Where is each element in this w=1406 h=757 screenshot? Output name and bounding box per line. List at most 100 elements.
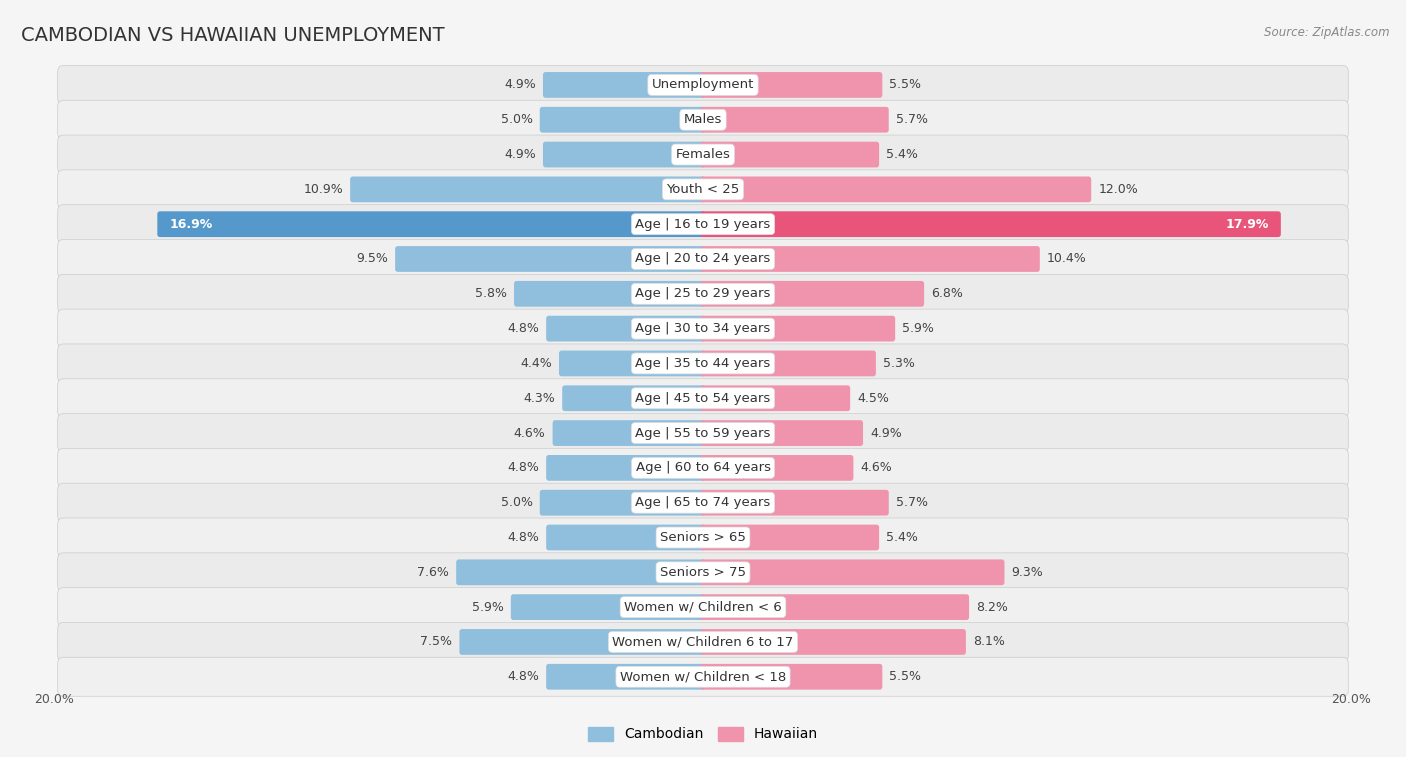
FancyBboxPatch shape — [58, 135, 1348, 174]
FancyBboxPatch shape — [546, 525, 706, 550]
Text: 5.9%: 5.9% — [472, 600, 503, 614]
FancyBboxPatch shape — [540, 490, 706, 516]
FancyBboxPatch shape — [700, 455, 853, 481]
FancyBboxPatch shape — [157, 211, 706, 237]
FancyBboxPatch shape — [700, 72, 883, 98]
Text: Males: Males — [683, 114, 723, 126]
Text: Age | 60 to 64 years: Age | 60 to 64 years — [636, 461, 770, 475]
FancyBboxPatch shape — [546, 316, 706, 341]
FancyBboxPatch shape — [700, 211, 1281, 237]
Text: 4.8%: 4.8% — [508, 670, 538, 684]
Text: Women w/ Children < 6: Women w/ Children < 6 — [624, 600, 782, 614]
Text: Age | 35 to 44 years: Age | 35 to 44 years — [636, 357, 770, 370]
Text: Age | 65 to 74 years: Age | 65 to 74 years — [636, 496, 770, 509]
Text: 4.8%: 4.8% — [508, 322, 538, 335]
Text: Youth < 25: Youth < 25 — [666, 183, 740, 196]
FancyBboxPatch shape — [58, 553, 1348, 592]
Text: Seniors > 65: Seniors > 65 — [659, 531, 747, 544]
Text: 20.0%: 20.0% — [1331, 693, 1371, 706]
FancyBboxPatch shape — [700, 420, 863, 446]
FancyBboxPatch shape — [700, 176, 1091, 202]
Text: 5.4%: 5.4% — [886, 531, 918, 544]
FancyBboxPatch shape — [350, 176, 706, 202]
FancyBboxPatch shape — [58, 518, 1348, 557]
Legend: Cambodian, Hawaiian: Cambodian, Hawaiian — [582, 721, 824, 747]
Text: Seniors > 75: Seniors > 75 — [659, 565, 747, 579]
FancyBboxPatch shape — [560, 350, 706, 376]
FancyBboxPatch shape — [58, 657, 1348, 696]
FancyBboxPatch shape — [58, 65, 1348, 104]
Text: Source: ZipAtlas.com: Source: ZipAtlas.com — [1264, 26, 1389, 39]
Text: CAMBODIAN VS HAWAIIAN UNEMPLOYMENT: CAMBODIAN VS HAWAIIAN UNEMPLOYMENT — [21, 26, 444, 45]
FancyBboxPatch shape — [546, 664, 706, 690]
Text: 16.9%: 16.9% — [170, 218, 212, 231]
Text: Age | 25 to 29 years: Age | 25 to 29 years — [636, 288, 770, 301]
Text: 10.9%: 10.9% — [304, 183, 343, 196]
FancyBboxPatch shape — [515, 281, 706, 307]
Text: 8.2%: 8.2% — [976, 600, 1008, 614]
Text: Women w/ Children < 18: Women w/ Children < 18 — [620, 670, 786, 684]
FancyBboxPatch shape — [546, 455, 706, 481]
FancyBboxPatch shape — [700, 559, 1004, 585]
FancyBboxPatch shape — [456, 559, 706, 585]
Text: 10.4%: 10.4% — [1047, 253, 1087, 266]
Text: 5.0%: 5.0% — [501, 114, 533, 126]
FancyBboxPatch shape — [58, 274, 1348, 313]
FancyBboxPatch shape — [540, 107, 706, 132]
Text: 5.4%: 5.4% — [886, 148, 918, 161]
Text: 8.1%: 8.1% — [973, 635, 1005, 649]
FancyBboxPatch shape — [700, 281, 924, 307]
FancyBboxPatch shape — [700, 142, 879, 167]
Text: 4.6%: 4.6% — [513, 426, 546, 440]
Text: 4.6%: 4.6% — [860, 461, 893, 475]
Text: 17.9%: 17.9% — [1225, 218, 1268, 231]
Text: 5.5%: 5.5% — [890, 79, 921, 92]
Text: 4.8%: 4.8% — [508, 461, 538, 475]
Text: Age | 16 to 19 years: Age | 16 to 19 years — [636, 218, 770, 231]
Text: 12.0%: 12.0% — [1098, 183, 1137, 196]
FancyBboxPatch shape — [58, 413, 1348, 453]
Text: 4.9%: 4.9% — [870, 426, 901, 440]
Text: Unemployment: Unemployment — [652, 79, 754, 92]
FancyBboxPatch shape — [543, 142, 706, 167]
Text: 20.0%: 20.0% — [35, 693, 75, 706]
Text: Women w/ Children 6 to 17: Women w/ Children 6 to 17 — [613, 635, 793, 649]
FancyBboxPatch shape — [58, 239, 1348, 279]
Text: 4.3%: 4.3% — [523, 392, 555, 405]
Text: 9.3%: 9.3% — [1011, 565, 1043, 579]
Text: 6.8%: 6.8% — [931, 288, 963, 301]
FancyBboxPatch shape — [460, 629, 706, 655]
Text: 4.4%: 4.4% — [520, 357, 553, 370]
FancyBboxPatch shape — [58, 483, 1348, 522]
FancyBboxPatch shape — [700, 316, 896, 341]
Text: 5.9%: 5.9% — [903, 322, 934, 335]
FancyBboxPatch shape — [58, 204, 1348, 244]
FancyBboxPatch shape — [700, 594, 969, 620]
Text: 5.8%: 5.8% — [475, 288, 508, 301]
FancyBboxPatch shape — [700, 246, 1040, 272]
Text: Age | 45 to 54 years: Age | 45 to 54 years — [636, 392, 770, 405]
FancyBboxPatch shape — [58, 378, 1348, 418]
FancyBboxPatch shape — [700, 629, 966, 655]
FancyBboxPatch shape — [700, 385, 851, 411]
Text: 5.5%: 5.5% — [890, 670, 921, 684]
Text: 7.5%: 7.5% — [420, 635, 453, 649]
Text: Age | 20 to 24 years: Age | 20 to 24 years — [636, 253, 770, 266]
Text: 5.0%: 5.0% — [501, 496, 533, 509]
FancyBboxPatch shape — [395, 246, 706, 272]
FancyBboxPatch shape — [700, 525, 879, 550]
FancyBboxPatch shape — [700, 664, 883, 690]
FancyBboxPatch shape — [58, 448, 1348, 488]
Text: 5.3%: 5.3% — [883, 357, 915, 370]
Text: Age | 55 to 59 years: Age | 55 to 59 years — [636, 426, 770, 440]
FancyBboxPatch shape — [543, 72, 706, 98]
Text: 4.8%: 4.8% — [508, 531, 538, 544]
Text: 4.9%: 4.9% — [505, 148, 536, 161]
FancyBboxPatch shape — [700, 490, 889, 516]
FancyBboxPatch shape — [700, 350, 876, 376]
Text: 5.7%: 5.7% — [896, 114, 928, 126]
FancyBboxPatch shape — [562, 385, 706, 411]
Text: 5.7%: 5.7% — [896, 496, 928, 509]
FancyBboxPatch shape — [58, 344, 1348, 383]
FancyBboxPatch shape — [58, 587, 1348, 627]
